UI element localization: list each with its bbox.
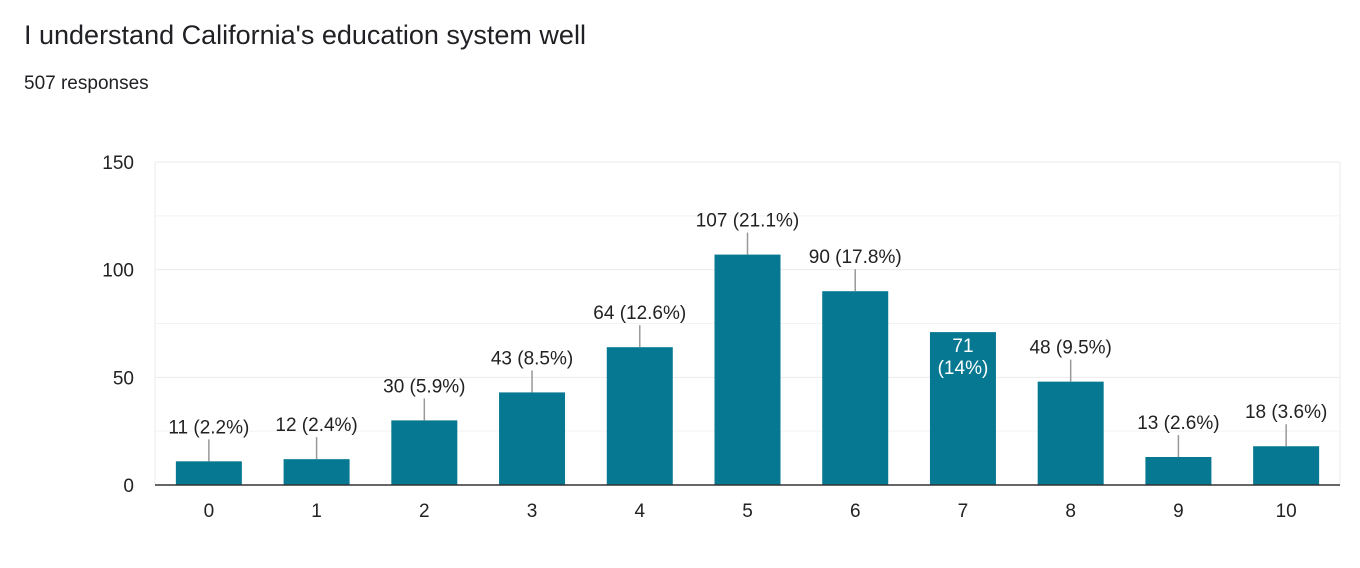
data-label-0: 11 (2.2%) [168, 417, 249, 438]
bar-3 [499, 392, 566, 485]
bar-6 [822, 291, 889, 485]
x-tick-label: 5 [742, 501, 753, 522]
bar-2 [391, 420, 458, 485]
x-tick-label: 1 [311, 501, 322, 522]
bar-0 [175, 461, 242, 485]
data-label-4: 64 (12.6%) [593, 303, 686, 324]
x-tick-label: 8 [1065, 501, 1076, 522]
bar-1 [283, 459, 350, 485]
x-tick-label: 4 [634, 501, 645, 522]
data-label-3: 43 (8.5%) [491, 348, 573, 369]
bar-10 [1253, 446, 1320, 485]
data-label-10: 18 (3.6%) [1245, 402, 1327, 423]
x-tick-label: 3 [527, 501, 538, 522]
y-tick-label: 50 [113, 368, 134, 389]
x-tick-label: 2 [419, 501, 430, 522]
data-label-5: 107 (21.1%) [696, 211, 800, 232]
bar-5 [714, 254, 781, 485]
bar-4 [606, 347, 673, 485]
question-title: I understand California's education syst… [24, 20, 586, 50]
data-label-9: 13 (2.6%) [1137, 413, 1219, 434]
data-label-7: 71 [952, 336, 973, 357]
x-tick-label: 9 [1173, 501, 1184, 522]
data-label-8: 48 (9.5%) [1029, 338, 1111, 359]
data-label-7: (14%) [938, 358, 989, 379]
y-tick-label: 0 [123, 476, 134, 497]
bar-7 [929, 332, 996, 485]
data-label-6: 90 (17.8%) [809, 247, 902, 268]
x-tick-label: 0 [204, 501, 215, 522]
x-tick-label: 7 [958, 501, 969, 522]
bar-9 [1145, 457, 1212, 485]
response-count: 507 responses [24, 73, 149, 94]
x-tick-label: 6 [850, 501, 861, 522]
x-tick-label: 10 [1276, 501, 1297, 522]
data-label-1: 12 (2.4%) [275, 415, 357, 436]
y-tick-label: 100 [102, 261, 134, 282]
data-label-2: 30 (5.9%) [383, 376, 465, 397]
bar-8 [1037, 381, 1104, 485]
y-tick-label: 150 [102, 153, 134, 174]
